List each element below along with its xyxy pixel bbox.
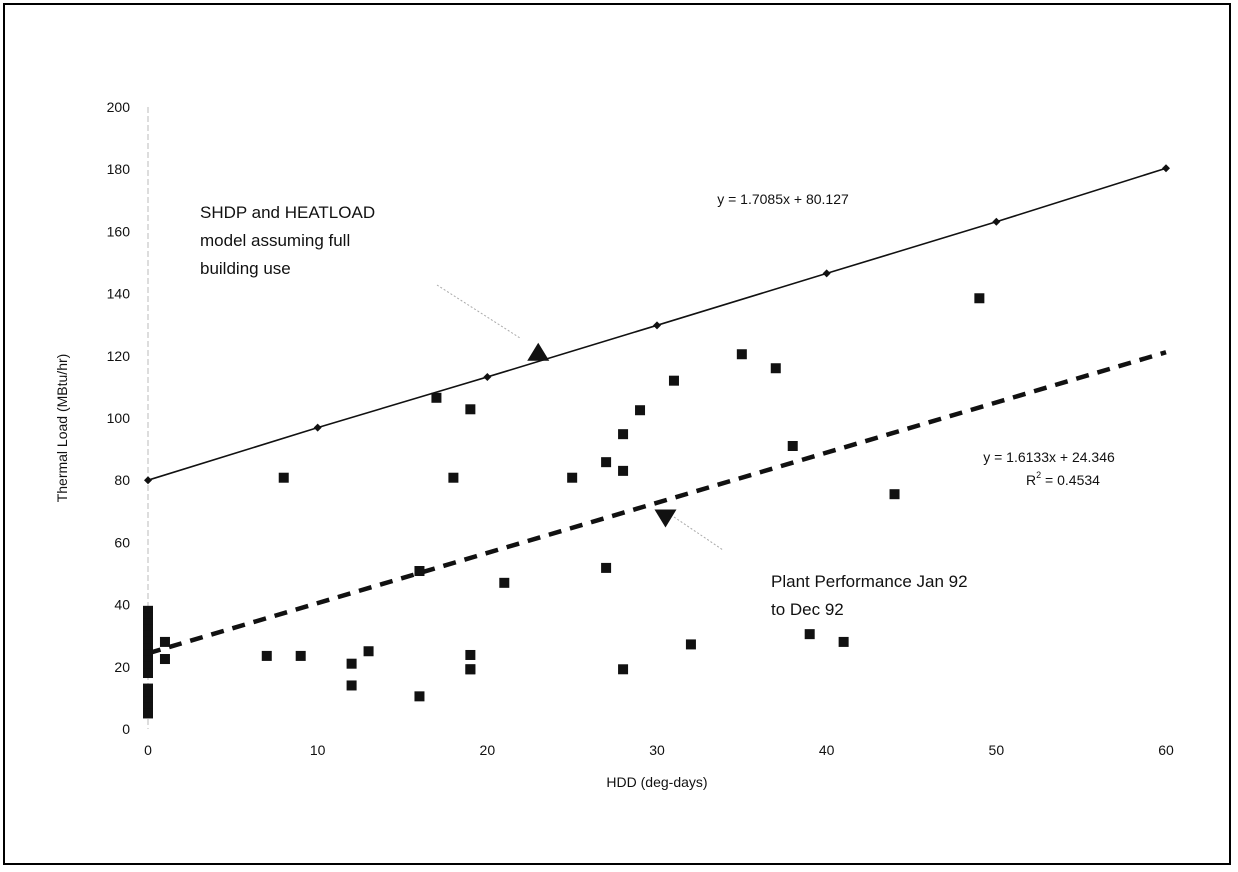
data-point-square	[143, 649, 153, 660]
data-point-square	[465, 404, 476, 415]
model-point-diamond	[822, 269, 831, 278]
r-squared-letter: R	[1026, 472, 1036, 488]
annotation-model: SHDP and HEATLOAD model assuming full bu…	[200, 203, 380, 278]
x-axis-label: HDD (deg-days)	[606, 774, 707, 790]
data-point-square	[414, 691, 425, 702]
y-tick-label: 120	[107, 348, 131, 364]
data-point-square	[787, 440, 798, 451]
x-tick-label: 20	[480, 742, 496, 758]
x-tick-label: 30	[649, 742, 665, 758]
model-point-diamond	[483, 372, 492, 381]
data-point-square	[143, 655, 153, 666]
y-tick-label: 20	[114, 659, 130, 675]
data-point-square	[143, 636, 153, 647]
data-point-square	[838, 636, 849, 647]
data-point-square	[685, 639, 696, 650]
data-point-square	[499, 577, 510, 588]
data-point-square	[465, 664, 476, 675]
data-point-square	[159, 636, 170, 647]
x-tick-label: 40	[819, 742, 835, 758]
data-point-square	[448, 472, 459, 483]
y-tick-label: 60	[114, 534, 130, 550]
data-point-square	[143, 696, 153, 707]
annotation-plant-line-2: to Dec 92	[771, 600, 844, 619]
data-point-square	[618, 664, 629, 675]
r-squared-superscript: 2	[1036, 470, 1041, 480]
scatter-chart: 0 20 40 60 80 100 120 140 160 180 200 0 10 20 30 40 50 6…	[54, 99, 1174, 790]
data-point-square	[668, 375, 679, 386]
data-point-square	[618, 465, 629, 476]
data-point-square	[295, 650, 306, 661]
model-point-diamond	[1162, 164, 1170, 173]
annotation-model-line-3: building use	[200, 259, 291, 278]
data-point-square	[143, 708, 153, 719]
y-tick-label: 200	[107, 99, 131, 115]
y-tick-label: 40	[114, 597, 130, 613]
data-point-square	[635, 405, 646, 416]
series-layer	[143, 164, 1170, 719]
model-point-diamond	[653, 321, 661, 330]
annotation-model-line-2: model assuming full	[200, 231, 350, 250]
trendline-r-squared: R2 = 0.4534	[1026, 470, 1100, 488]
triangle-up-marker	[527, 342, 550, 361]
y-tick-label: 180	[107, 161, 131, 177]
annotation-plant-line-1: Plant Performance Jan 92	[771, 572, 968, 591]
data-point-square	[974, 293, 985, 304]
data-point-square	[143, 668, 153, 679]
y-tick-label: 100	[107, 410, 131, 426]
data-point-square	[465, 649, 476, 660]
data-point-square	[736, 349, 747, 360]
y-tick-label: 80	[114, 472, 130, 488]
data-point-square	[278, 472, 289, 483]
chart-frame: 0 20 40 60 80 100 120 140 160 180 200 0 10 20 30 40 50 6…	[3, 3, 1231, 865]
data-point-square	[770, 363, 781, 374]
data-point-square	[363, 646, 374, 657]
data-point-square	[431, 392, 442, 403]
x-tick-label: 60	[1158, 742, 1174, 758]
trendline-equation-model: y = 1.7085x + 80.127	[717, 191, 849, 207]
x-tick-labels: 0 10 20 30 40 50 60	[144, 742, 1174, 758]
annotation-plant: Plant Performance Jan 92 to Dec 92	[771, 572, 972, 619]
model-point-diamond	[144, 476, 152, 485]
y-axis-label: Thermal Load (MBtu/hr)	[54, 354, 70, 503]
trendline-equation-plant: y = 1.6133x + 24.346	[983, 449, 1115, 465]
data-point-square	[261, 650, 272, 661]
data-point-square	[346, 680, 357, 691]
annotation-model-line-1: SHDP and HEATLOAD	[200, 203, 375, 222]
model-point-diamond	[992, 217, 1001, 226]
data-point-square	[143, 624, 153, 635]
data-point-square	[143, 661, 153, 672]
connector-line-plant	[673, 516, 724, 551]
connector-line-model	[436, 284, 521, 339]
r-squared-value: = 0.4534	[1041, 472, 1100, 488]
model-point-diamond	[313, 423, 322, 432]
data-point-square	[143, 630, 153, 641]
data-point-square	[143, 612, 153, 623]
y-tick-label: 0	[122, 721, 130, 737]
y-tick-label: 140	[107, 286, 131, 302]
data-point-square	[567, 472, 578, 483]
data-point-square	[143, 643, 153, 654]
y-tick-labels: 0 20 40 60 80 100 120 140 160 180 200	[107, 99, 131, 737]
data-point-square	[601, 562, 612, 573]
triangle-down-marker	[654, 509, 677, 528]
data-point-square	[143, 702, 153, 713]
x-tick-label: 0	[144, 742, 152, 758]
annotation-connectors	[436, 284, 724, 551]
data-point-square	[346, 658, 357, 669]
data-point-square	[143, 618, 153, 629]
data-point-square	[889, 489, 900, 500]
annotation-markers	[527, 342, 677, 528]
y-tick-label: 160	[107, 223, 131, 239]
data-point-square	[618, 429, 629, 440]
x-tick-label: 10	[310, 742, 326, 758]
x-tick-label: 50	[989, 742, 1005, 758]
data-point-square	[143, 605, 153, 616]
data-point-square	[414, 566, 425, 577]
data-point-square	[159, 654, 170, 665]
data-point-square	[143, 689, 153, 700]
data-point-square	[601, 457, 612, 468]
trendline-dashed	[147, 350, 1167, 656]
data-point-square	[804, 629, 815, 640]
